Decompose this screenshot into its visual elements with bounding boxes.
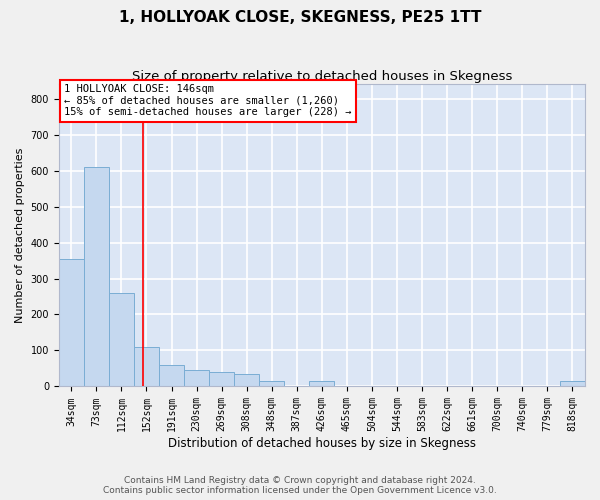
Text: 1 HOLLYOAK CLOSE: 146sqm
← 85% of detached houses are smaller (1,260)
15% of sem: 1 HOLLYOAK CLOSE: 146sqm ← 85% of detach…: [64, 84, 352, 117]
X-axis label: Distribution of detached houses by size in Skegness: Distribution of detached houses by size …: [168, 437, 476, 450]
Bar: [259, 381, 284, 386]
Bar: [59, 258, 84, 386]
Title: Size of property relative to detached houses in Skegness: Size of property relative to detached ho…: [132, 70, 512, 83]
Text: Contains HM Land Registry data © Crown copyright and database right 2024.
Contai: Contains HM Land Registry data © Crown c…: [103, 476, 497, 495]
Bar: [159, 365, 184, 386]
Bar: [560, 381, 585, 386]
Bar: [184, 370, 209, 386]
Bar: [109, 293, 134, 386]
Text: 1, HOLLYOAK CLOSE, SKEGNESS, PE25 1TT: 1, HOLLYOAK CLOSE, SKEGNESS, PE25 1TT: [119, 10, 481, 25]
Y-axis label: Number of detached properties: Number of detached properties: [15, 148, 25, 323]
Bar: [310, 381, 334, 386]
Bar: [209, 372, 234, 386]
Bar: [134, 347, 159, 387]
Bar: [84, 167, 109, 386]
Bar: [234, 374, 259, 386]
